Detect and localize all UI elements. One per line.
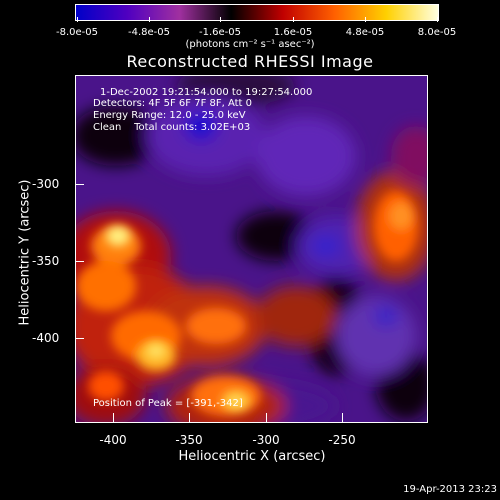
colorbar-tick-label: -1.6e-05 xyxy=(199,27,241,38)
x-tick-label: -400 xyxy=(99,433,127,447)
x-tick-mark xyxy=(113,413,114,422)
x-tick-mark xyxy=(189,413,190,422)
x-tick-label: -250 xyxy=(328,433,356,447)
image-title: Reconstructed RHESSI Image xyxy=(126,52,374,71)
y-tick-mark xyxy=(75,338,84,339)
colorbar xyxy=(75,4,439,21)
colorbar-tick-mark xyxy=(77,17,78,22)
rhessi-image-map xyxy=(76,76,427,422)
colorbar-tick-label: -8.0e-05 xyxy=(56,27,98,38)
x-axis-label: Heliocentric X (arcsec) xyxy=(178,449,326,464)
x-tick-mark xyxy=(342,413,343,422)
y-tick-mark xyxy=(75,261,84,262)
y-tick-label: -300 xyxy=(32,177,60,191)
colorbar-tick-label: 4.8e-05 xyxy=(345,27,385,38)
colorbar-tick-label: 8.0e-05 xyxy=(417,27,457,38)
y-tick-label: -350 xyxy=(32,254,60,268)
detectors-text: Detectors: 4F 5F 6F 7F 8F, Att 0 xyxy=(93,98,253,109)
x-tick-mark xyxy=(266,413,267,422)
colorbar-tick-label: -4.8e-05 xyxy=(128,27,170,38)
colorbar-tick-mark xyxy=(293,17,294,22)
rhessi-image-plot xyxy=(75,75,428,423)
colorbar-tick-mark xyxy=(149,17,150,22)
colorbar-units: (photons cm⁻² s⁻¹ asec⁻²) xyxy=(185,39,315,50)
clean-counts-text: Clean Total counts: 3.02E+03 xyxy=(93,122,251,133)
y-tick-label: -400 xyxy=(32,331,60,345)
colorbar-tick-label: 1.6e-05 xyxy=(273,27,313,38)
time-range-text: 1-Dec-2002 19:21:54.000 to 19:27:54.000 xyxy=(100,87,313,98)
x-tick-label: -300 xyxy=(252,433,280,447)
colorbar-tick-mark xyxy=(365,17,366,22)
y-axis-label: Heliocentric Y (arcsec) xyxy=(17,179,33,326)
x-tick-label: -350 xyxy=(175,433,203,447)
colorbar-tick-mark xyxy=(437,17,438,22)
peak-position-text: Position of Peak = [-391,-342] xyxy=(93,398,243,409)
colorbar-tick-mark xyxy=(220,17,221,22)
energy-range-text: Energy Range: 12.0 - 25.0 keV xyxy=(93,110,246,121)
y-tick-mark xyxy=(75,184,84,185)
footer-timestamp: 19-Apr-2013 23:23 xyxy=(403,484,497,495)
